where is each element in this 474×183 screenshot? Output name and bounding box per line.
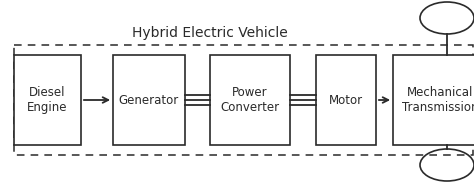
Bar	[14, 55, 81, 145]
Bar	[113, 55, 185, 145]
Text: Hybrid Electric Vehicle: Hybrid Electric Vehicle	[132, 26, 288, 40]
Text: Mechanical
Transmission: Mechanical Transmission	[402, 86, 474, 114]
Text: Diesel
Engine: Diesel Engine	[27, 86, 68, 114]
Text: Motor: Motor	[329, 94, 363, 107]
Bar	[14, 45, 473, 155]
Bar	[210, 55, 290, 145]
Bar	[316, 55, 376, 145]
Text: Power
Converter: Power Converter	[220, 86, 280, 114]
Text: Generator: Generator	[119, 94, 179, 107]
Bar	[393, 55, 474, 145]
